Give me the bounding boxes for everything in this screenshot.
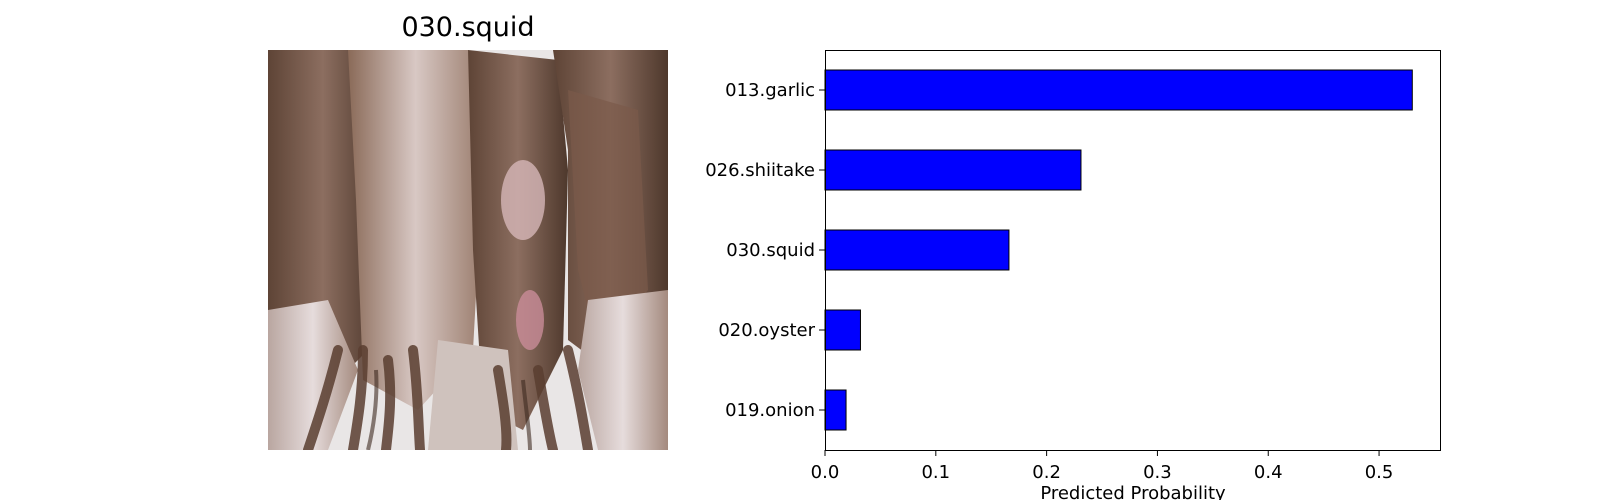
x-tick-label: 0.1 <box>921 462 950 483</box>
x-tick-label: 0.3 <box>1143 462 1172 483</box>
plot-frame <box>825 50 1441 451</box>
bar-020.oyster <box>824 309 861 351</box>
x-tick-label: 0.5 <box>1365 462 1394 483</box>
squid-photo-drawing <box>268 50 668 450</box>
bar-019.onion <box>824 389 847 431</box>
x-ticks-layer: 0.0 0.1 0.2 0.3 0.4 0.5 <box>811 450 1394 483</box>
image-title: 030.squid <box>401 12 535 43</box>
bar-026.shiitake <box>824 149 1082 191</box>
bars-layer <box>824 69 1413 431</box>
x-tick-label: 0.2 <box>1032 462 1061 483</box>
x-tick-label: 0.4 <box>1254 462 1283 483</box>
bar-013.garlic <box>824 69 1413 111</box>
squid-photo <box>268 50 668 450</box>
x-axis-label: Predicted Probability <box>1040 483 1226 500</box>
x-tick-label: 0.0 <box>811 462 840 483</box>
y-tick-label: 019.onion <box>725 400 815 421</box>
bar-030.squid <box>824 229 1010 271</box>
y-tick-label: 030.squid <box>726 240 815 261</box>
y-tick-label: 020.oyster <box>718 320 815 341</box>
y-tick-label: 026.shiitake <box>705 160 815 181</box>
y-tick-label: 013.garlic <box>725 80 815 101</box>
y-ticks-layer: 013.garlic 026.shiitake 030.squid 020.oyste… <box>705 80 825 421</box>
